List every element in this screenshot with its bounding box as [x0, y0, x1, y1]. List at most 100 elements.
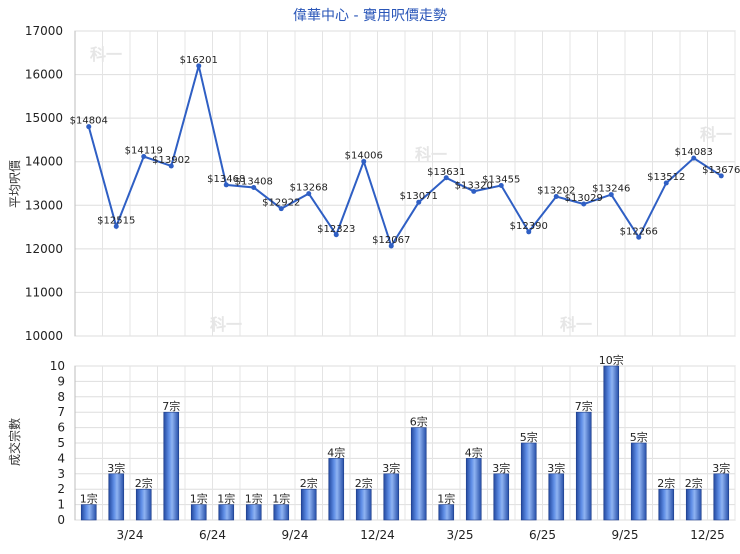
count-y-tick-label: 1: [57, 498, 65, 512]
price-data-point: [86, 124, 92, 130]
count-bar-label: 3宗: [492, 461, 510, 475]
watermark-text: 科一: [700, 125, 732, 144]
price-data-point: [196, 63, 202, 69]
price-data-label: $13512: [647, 172, 685, 183]
price-data-label: $13902: [152, 155, 190, 166]
price-data-point: [471, 188, 477, 194]
price-data-point: [416, 199, 422, 205]
count-bar: [685, 488, 702, 521]
count-bar-label: 3宗: [547, 461, 565, 475]
price-data-point: [498, 182, 504, 188]
count-y-tick-label: 5: [57, 436, 65, 450]
price-y-tick-label: 12000: [25, 242, 63, 256]
count-y-tick-label: 6: [57, 421, 65, 435]
price-line-chart: 10000 11000 12000 13000 14000 15000 16000 17000…: [25, 24, 740, 343]
count-bar-label: 5宗: [520, 430, 538, 444]
count-bar: [245, 504, 262, 521]
watermark-text: 科一: [560, 315, 592, 334]
x-tick-label: 6/24: [199, 528, 226, 542]
count-bar: [163, 411, 180, 521]
price-data-point: [388, 243, 394, 249]
price-data-label: $13455: [482, 174, 520, 185]
price-data-label: $13676: [702, 165, 740, 176]
chart-title: 偉華中心 - 實用呎價走勢: [293, 7, 447, 24]
price-y-axis-label: 平均呎價: [8, 160, 22, 208]
price-y-tick-label: 11000: [25, 285, 63, 299]
price-data-label: $13246: [592, 184, 630, 195]
price-data-point: [581, 201, 587, 207]
count-bar-label: 3宗: [712, 461, 730, 475]
price-data-point: [168, 163, 174, 169]
count-bar: [328, 458, 345, 521]
count-bar-label: 1宗: [80, 492, 98, 506]
price-data-point: [526, 229, 532, 235]
count-bar-label: 7宗: [162, 399, 180, 413]
count-bar-label: 1宗: [437, 492, 455, 506]
price-data-point: [553, 193, 559, 199]
price-data-point: [223, 182, 229, 188]
count-bar: [135, 488, 152, 521]
price-data-point: [333, 232, 339, 238]
count-bar-label: 10宗: [599, 353, 624, 367]
count-bar-label: 1宗: [245, 492, 263, 506]
count-bar: [713, 473, 730, 521]
x-tick-label: 9/24: [282, 528, 309, 542]
count-bar: [438, 504, 455, 521]
price-data-point: [663, 180, 669, 186]
count-bar: [410, 427, 427, 521]
price-data-point: [113, 223, 119, 229]
x-tick-label: 6/25: [529, 528, 556, 542]
watermark-text: 科一: [90, 45, 122, 64]
count-bar: [108, 473, 125, 521]
price-data-label: $12922: [262, 198, 300, 209]
price-data-label: $13029: [565, 193, 603, 204]
price-data-label: $12515: [97, 215, 135, 226]
price-y-tick-label: 10000: [25, 329, 63, 343]
count-bar: [575, 411, 592, 521]
count-bar-label: 2宗: [300, 476, 318, 490]
count-y-tick-label: 0: [57, 513, 65, 527]
price-y-tick-label: 13000: [25, 198, 63, 212]
count-bar: [383, 473, 400, 521]
count-bar: [355, 488, 372, 521]
x-tick-label: 3/24: [117, 528, 144, 542]
count-bar-label: 1宗: [217, 492, 235, 506]
price-data-point: [278, 206, 284, 212]
count-bar-label: 1宗: [190, 492, 208, 506]
price-data-point: [141, 154, 147, 160]
price-data-label: $13320: [455, 180, 493, 191]
price-data-label: $14119: [125, 146, 163, 157]
price-data-point: [608, 192, 614, 198]
price-y-tick-label: 15000: [25, 111, 63, 125]
count-bar-label: 2宗: [355, 476, 373, 490]
price-data-label: $12067: [372, 235, 410, 246]
count-bar-label: 2宗: [135, 476, 153, 490]
price-data-label: $16201: [180, 55, 218, 66]
price-data-point: [691, 155, 697, 161]
x-tick-label: 3/25: [447, 528, 474, 542]
price-data-label: $12266: [620, 226, 658, 237]
count-bar: [493, 473, 510, 521]
count-bar-label: 3宗: [107, 461, 125, 475]
count-bar: [465, 458, 482, 521]
count-y-tick-label: 4: [57, 451, 65, 465]
price-data-label: $13408: [235, 177, 273, 188]
price-y-tick-label: 16000: [25, 68, 63, 82]
count-bar-label: 3宗: [382, 461, 400, 475]
count-bar: [300, 488, 317, 521]
count-y-tick-label: 10: [50, 359, 65, 373]
price-data-label: $14006: [345, 150, 383, 161]
count-bar-label: 4宗: [465, 445, 483, 459]
count-bar: [190, 504, 207, 521]
x-tick-label: 9/25: [612, 528, 639, 542]
count-bar-label: 7宗: [575, 399, 593, 413]
count-bar: [658, 488, 675, 521]
count-y-tick-label: 9: [57, 374, 65, 388]
count-y-tick-label: 7: [57, 405, 65, 419]
count-y-tick-label: 2: [57, 482, 65, 496]
price-data-point: [251, 185, 257, 191]
price-y-tick-label: 17000: [25, 24, 63, 38]
watermark-text: 科一: [210, 315, 242, 334]
